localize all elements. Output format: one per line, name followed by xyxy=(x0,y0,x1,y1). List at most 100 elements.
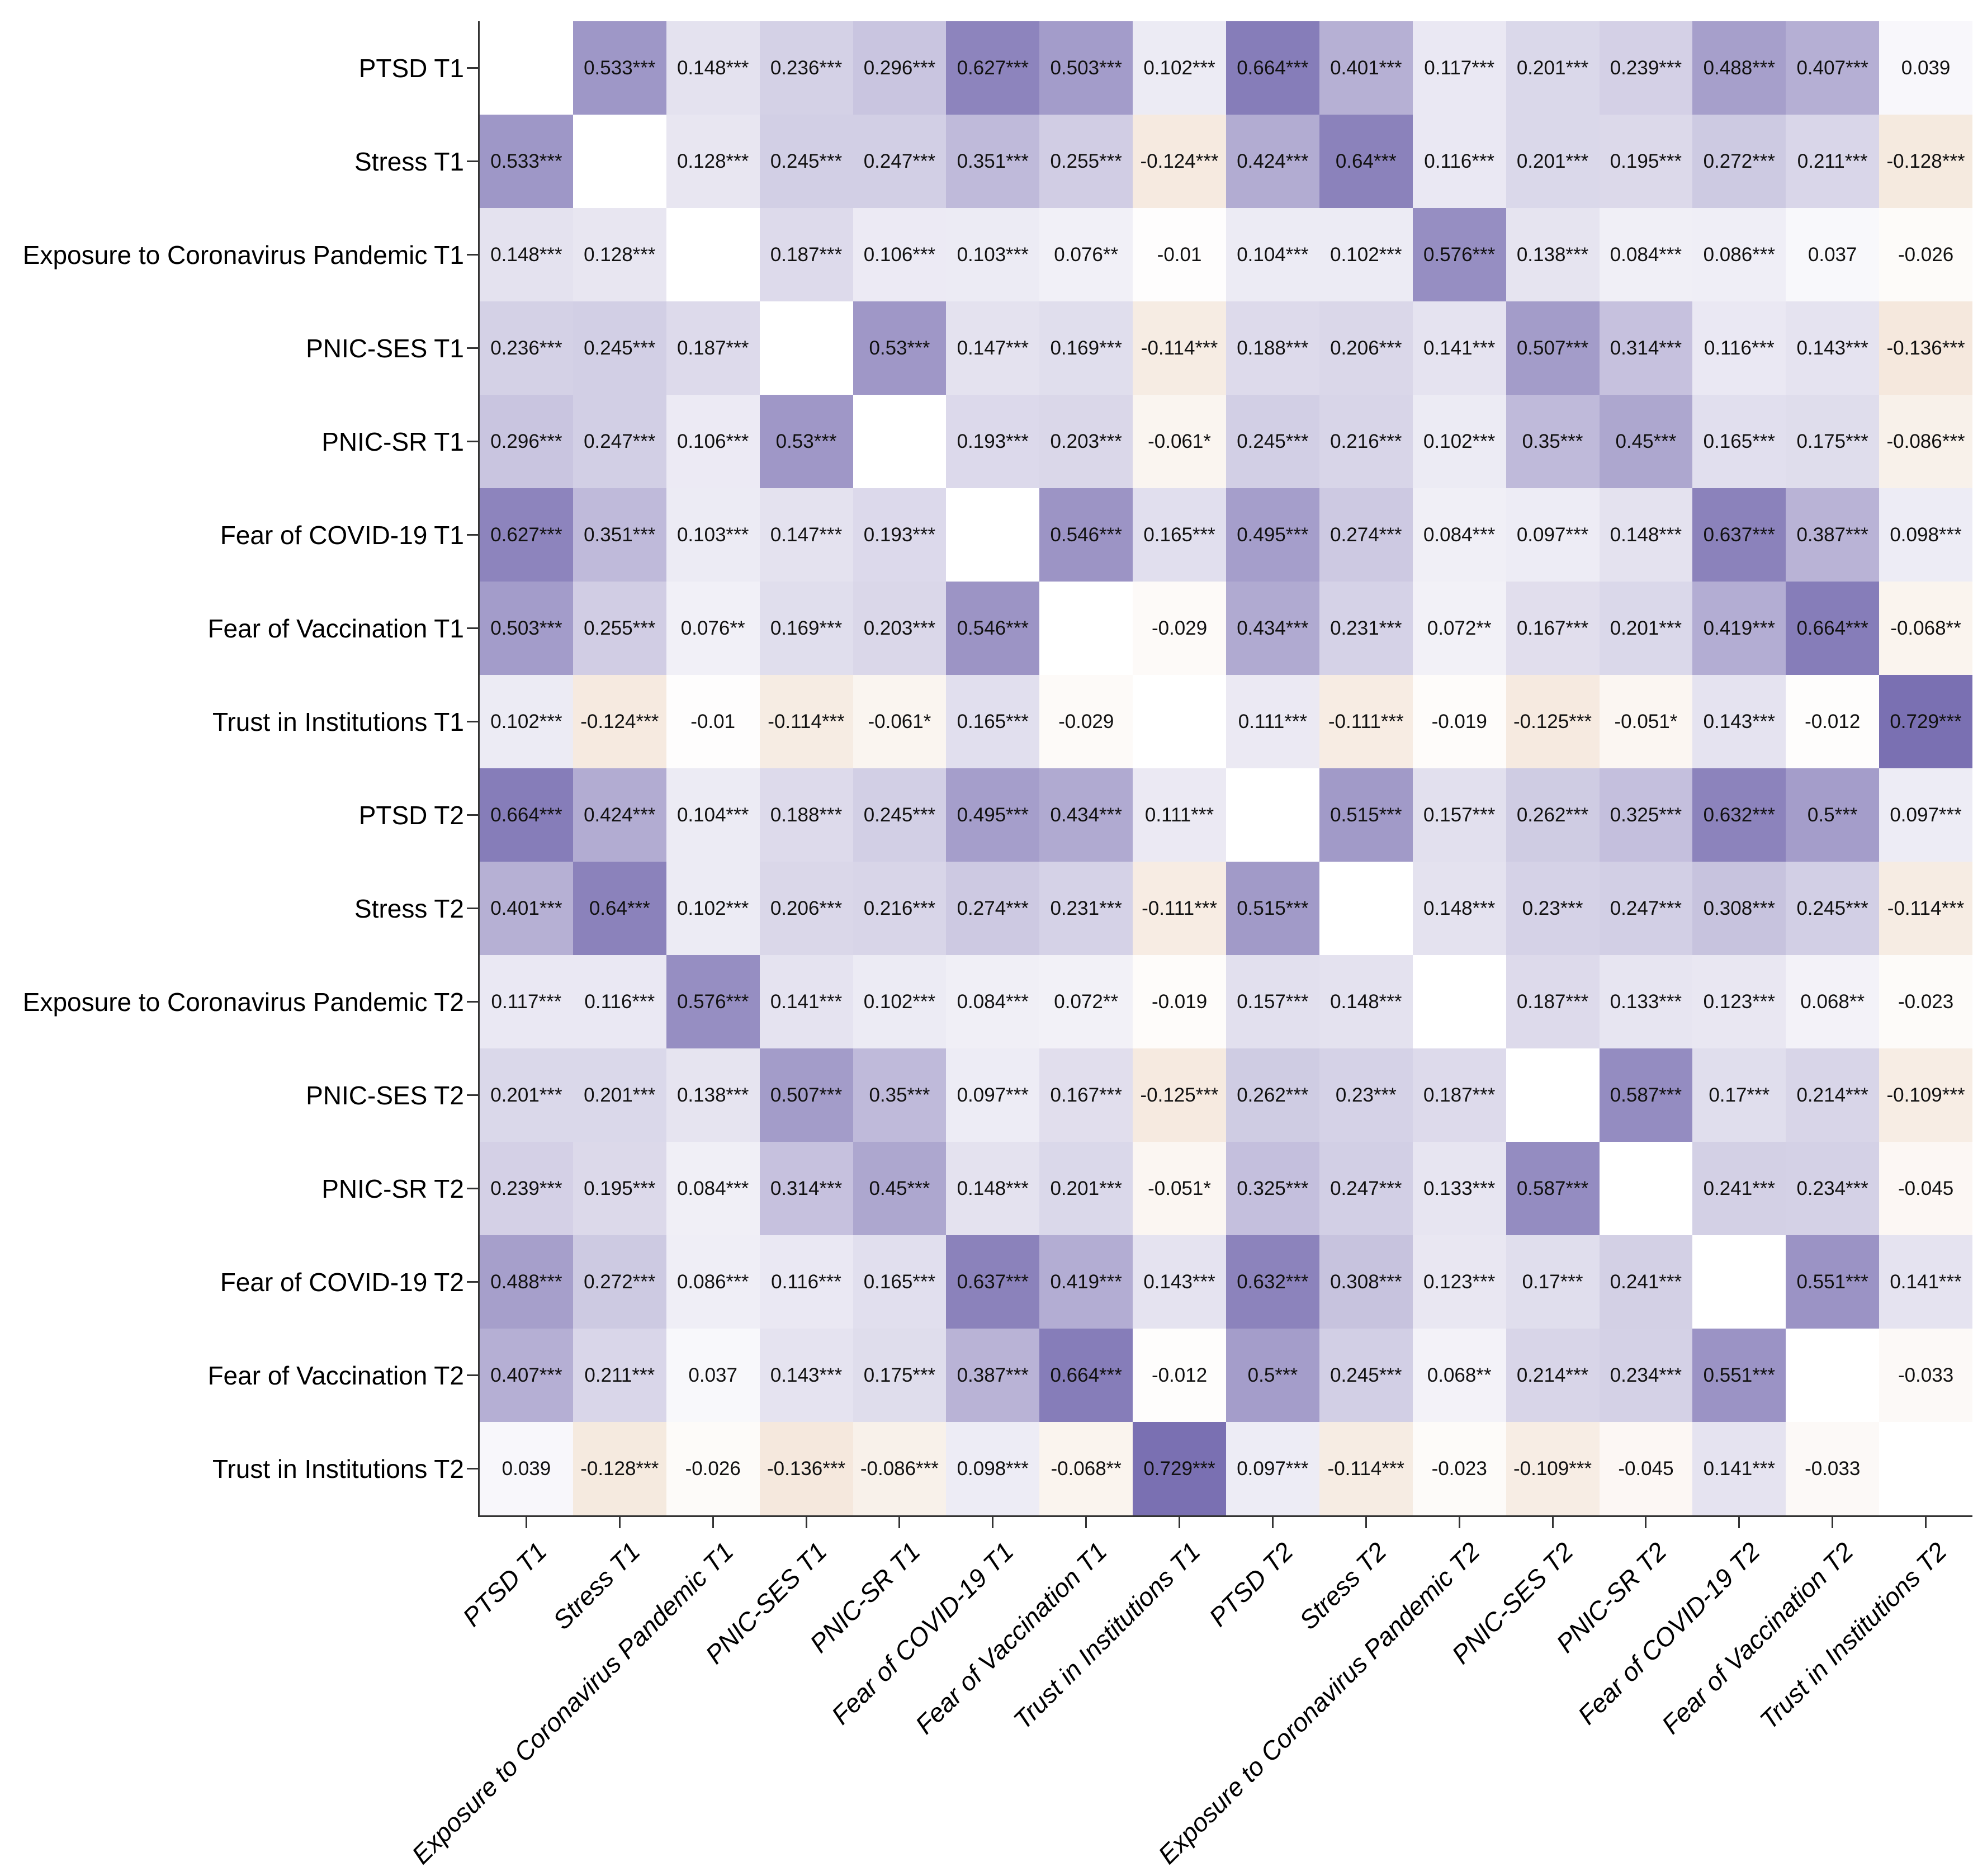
matrix-cell: 0.296*** xyxy=(480,395,573,488)
matrix-cell: 0.314*** xyxy=(759,1142,853,1235)
matrix-cell: 0.546*** xyxy=(946,582,1040,675)
matrix-cell: 0.401*** xyxy=(1319,21,1413,115)
matrix-cell: 0.239*** xyxy=(480,1142,573,1235)
matrix-cell: 0.551*** xyxy=(1692,1329,1786,1422)
matrix-cell: 0.097*** xyxy=(1879,768,1972,862)
matrix-cell: 0.632*** xyxy=(1692,768,1786,862)
matrix-cell xyxy=(1599,1142,1693,1235)
matrix-cell: 0.239*** xyxy=(1599,21,1693,115)
matrix-cell: 0.133*** xyxy=(1412,1142,1506,1235)
matrix-cell: -0.136*** xyxy=(1879,301,1972,395)
matrix-cell xyxy=(759,301,853,395)
matrix-cell: 0.187*** xyxy=(1506,955,1600,1048)
matrix-cell: 0.214*** xyxy=(1506,1329,1600,1422)
matrix-cell: 0.117*** xyxy=(1412,21,1506,115)
matrix-cell: 0.148*** xyxy=(480,208,573,301)
matrix-cell: 0.64*** xyxy=(1319,115,1413,208)
matrix-cell: 0.231*** xyxy=(1319,582,1413,675)
row-label: PTSD T2 xyxy=(358,800,464,830)
matrix-cell: 0.165*** xyxy=(1692,395,1786,488)
matrix-cell: 0.507*** xyxy=(759,1048,853,1142)
matrix-cell: 0.53*** xyxy=(759,395,853,488)
matrix-cell: 0.116*** xyxy=(1692,301,1786,395)
matrix-cell: 0.424*** xyxy=(572,768,666,862)
matrix-cell: 0.165*** xyxy=(946,675,1040,768)
y-axis-tick xyxy=(467,908,478,909)
matrix-cell: -0.01 xyxy=(666,675,760,768)
matrix-cell: 0.201*** xyxy=(1039,1142,1133,1235)
matrix-cell: -0.019 xyxy=(1133,955,1226,1048)
matrix-cell: 0.627*** xyxy=(480,488,573,582)
matrix-cell: -0.114*** xyxy=(1133,301,1226,395)
matrix-cell: 0.039 xyxy=(480,1422,573,1515)
matrix-cell: 0.123*** xyxy=(1692,955,1786,1048)
matrix-cell: 0.245*** xyxy=(759,115,853,208)
matrix-cell xyxy=(853,395,947,488)
matrix-cell: 0.148*** xyxy=(946,1142,1040,1235)
matrix-cell: 0.086*** xyxy=(666,1235,760,1329)
matrix-cell: 0.206*** xyxy=(759,862,853,955)
matrix-cell: 0.068** xyxy=(1412,1329,1506,1422)
matrix-cell: -0.086*** xyxy=(1879,395,1972,488)
y-axis-tick xyxy=(467,721,478,722)
matrix-cell: 0.45*** xyxy=(853,1142,947,1235)
matrix-cell: 0.53*** xyxy=(853,301,947,395)
matrix-cell xyxy=(1319,862,1413,955)
matrix-cell: -0.033 xyxy=(1786,1422,1880,1515)
matrix-cell: 0.234*** xyxy=(1786,1142,1880,1235)
matrix-cell: 0.262*** xyxy=(1506,768,1600,862)
y-axis-tick xyxy=(467,1094,478,1096)
matrix-cell: -0.045 xyxy=(1879,1142,1972,1235)
matrix-cell: 0.133*** xyxy=(1599,955,1693,1048)
y-axis-tick xyxy=(467,814,478,816)
matrix-cell: 0.488*** xyxy=(480,1235,573,1329)
matrix-cell: 0.143*** xyxy=(1786,301,1880,395)
matrix-cell: 0.141*** xyxy=(759,955,853,1048)
matrix-cell: 0.123*** xyxy=(1412,1235,1506,1329)
x-axis-tick xyxy=(1832,1517,1834,1528)
matrix-cell: 0.274*** xyxy=(946,862,1040,955)
matrix-cell: 0.387*** xyxy=(946,1329,1040,1422)
matrix-cell: 0.247*** xyxy=(572,395,666,488)
matrix-cell: 0.533*** xyxy=(572,21,666,115)
row-label: PNIC-SR T1 xyxy=(321,427,464,456)
x-axis-tick xyxy=(1271,1517,1274,1528)
matrix-cell: 0.103*** xyxy=(946,208,1040,301)
matrix-cell: 0.037 xyxy=(666,1329,760,1422)
matrix-cell: 0.148*** xyxy=(666,21,760,115)
matrix-cell: 0.201*** xyxy=(480,1048,573,1142)
matrix-cell: 0.116*** xyxy=(1412,115,1506,208)
matrix-cell: -0.029 xyxy=(1039,675,1133,768)
matrix-cell: 0.17*** xyxy=(1692,1048,1786,1142)
matrix-cell: 0.203*** xyxy=(853,582,947,675)
matrix-cell: 0.097*** xyxy=(946,1048,1040,1142)
matrix-cell: 0.17*** xyxy=(1506,1235,1600,1329)
matrix-cell: 0.241*** xyxy=(1599,1235,1693,1329)
matrix-cell: 0.576*** xyxy=(1412,208,1506,301)
row-label: PNIC-SES T2 xyxy=(306,1080,464,1110)
matrix-cell: 0.201*** xyxy=(1506,21,1600,115)
matrix-cell: 0.434*** xyxy=(1039,768,1133,862)
matrix-cell: 0.503*** xyxy=(1039,21,1133,115)
matrix-cell: 0.507*** xyxy=(1506,301,1600,395)
matrix-cell: 0.664*** xyxy=(1786,582,1880,675)
x-axis-tick xyxy=(1551,1517,1554,1528)
matrix-cell: 0.147*** xyxy=(759,488,853,582)
matrix-cell xyxy=(1226,768,1319,862)
matrix-cell: 0.116*** xyxy=(759,1235,853,1329)
matrix-cell: -0.012 xyxy=(1133,1329,1226,1422)
matrix-cell: 0.098*** xyxy=(1879,488,1972,582)
matrix-cell: 0.167*** xyxy=(1506,582,1600,675)
matrix-cell: 0.102*** xyxy=(853,955,947,1048)
matrix-cell: 0.245*** xyxy=(1786,862,1880,955)
matrix-cell: 0.387*** xyxy=(1786,488,1880,582)
x-axis-line xyxy=(478,1515,1972,1517)
matrix-cell: -0.023 xyxy=(1879,955,1972,1048)
matrix-cell xyxy=(1786,1329,1880,1422)
matrix-cell: 0.255*** xyxy=(572,582,666,675)
matrix-cell: 0.236*** xyxy=(480,301,573,395)
matrix-cell: 0.729*** xyxy=(1879,675,1972,768)
matrix-cell: 0.128*** xyxy=(572,208,666,301)
matrix-cell xyxy=(946,488,1040,582)
matrix-cell: -0.114*** xyxy=(1319,1422,1413,1515)
